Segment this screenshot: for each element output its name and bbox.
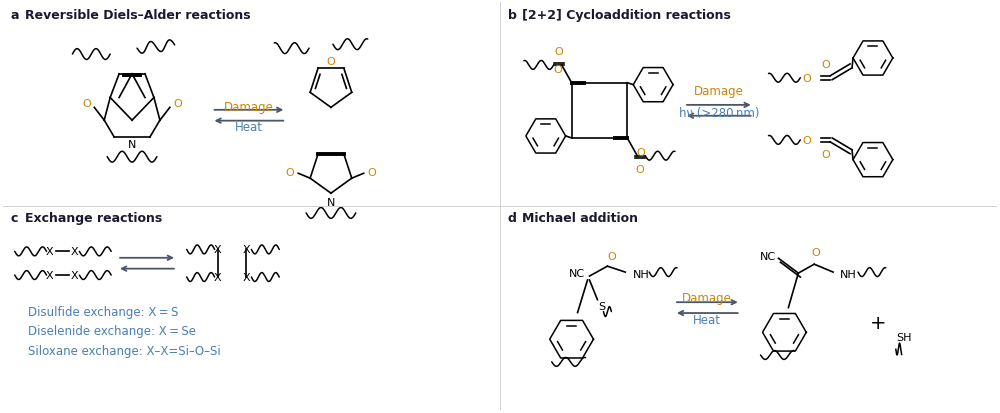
Text: Damage: Damage xyxy=(682,292,732,304)
Text: X: X xyxy=(243,245,250,255)
Text: N: N xyxy=(327,198,335,208)
Text: O: O xyxy=(636,165,645,175)
Text: X: X xyxy=(46,247,53,257)
Text: b: b xyxy=(508,9,517,21)
Text: O: O xyxy=(286,168,295,178)
Text: X: X xyxy=(71,247,78,257)
Text: O: O xyxy=(327,57,335,67)
Text: NC: NC xyxy=(568,268,585,278)
Text: Diselenide exchange: X = Se: Diselenide exchange: X = Se xyxy=(28,325,196,337)
Text: hν (>280 nm): hν (>280 nm) xyxy=(679,107,759,119)
Text: NH: NH xyxy=(840,269,857,280)
Text: O: O xyxy=(637,147,646,157)
Text: X: X xyxy=(46,271,53,280)
Text: X: X xyxy=(71,271,78,280)
Text: N: N xyxy=(128,140,136,150)
Text: X: X xyxy=(214,245,221,255)
Text: Damage: Damage xyxy=(223,101,273,114)
Text: Exchange reactions: Exchange reactions xyxy=(25,211,162,224)
Text: O: O xyxy=(553,65,562,75)
Text: Heat: Heat xyxy=(693,313,721,326)
Text: NH: NH xyxy=(633,269,650,280)
Text: SH: SH xyxy=(896,332,911,342)
Text: [2+2] Cycloaddition reactions: [2+2] Cycloaddition reactions xyxy=(522,9,731,21)
Text: Damage: Damage xyxy=(694,85,744,98)
Text: Michael addition: Michael addition xyxy=(522,211,638,224)
Text: X: X xyxy=(243,273,250,282)
Text: +: + xyxy=(870,313,886,332)
Text: X: X xyxy=(214,273,221,282)
Text: NC: NC xyxy=(760,252,776,262)
Text: O: O xyxy=(802,74,811,83)
Text: c: c xyxy=(11,211,18,224)
Text: O: O xyxy=(802,135,811,145)
Text: O: O xyxy=(173,99,182,109)
Text: d: d xyxy=(508,211,517,224)
Text: O: O xyxy=(812,248,821,258)
Text: S: S xyxy=(598,301,605,311)
Text: O: O xyxy=(822,60,831,70)
Text: O: O xyxy=(822,150,831,159)
Text: O: O xyxy=(367,168,376,178)
Text: a: a xyxy=(11,9,19,21)
Text: Reversible Diels–Alder reactions: Reversible Diels–Alder reactions xyxy=(25,9,250,21)
Text: O: O xyxy=(607,252,616,262)
Text: Heat: Heat xyxy=(234,120,262,133)
Text: O: O xyxy=(554,47,563,57)
Text: Siloxane exchange: X–X=Si–O–Si: Siloxane exchange: X–X=Si–O–Si xyxy=(28,344,220,357)
Text: O: O xyxy=(82,99,91,109)
Text: Disulfide exchange: X = S: Disulfide exchange: X = S xyxy=(28,305,178,318)
